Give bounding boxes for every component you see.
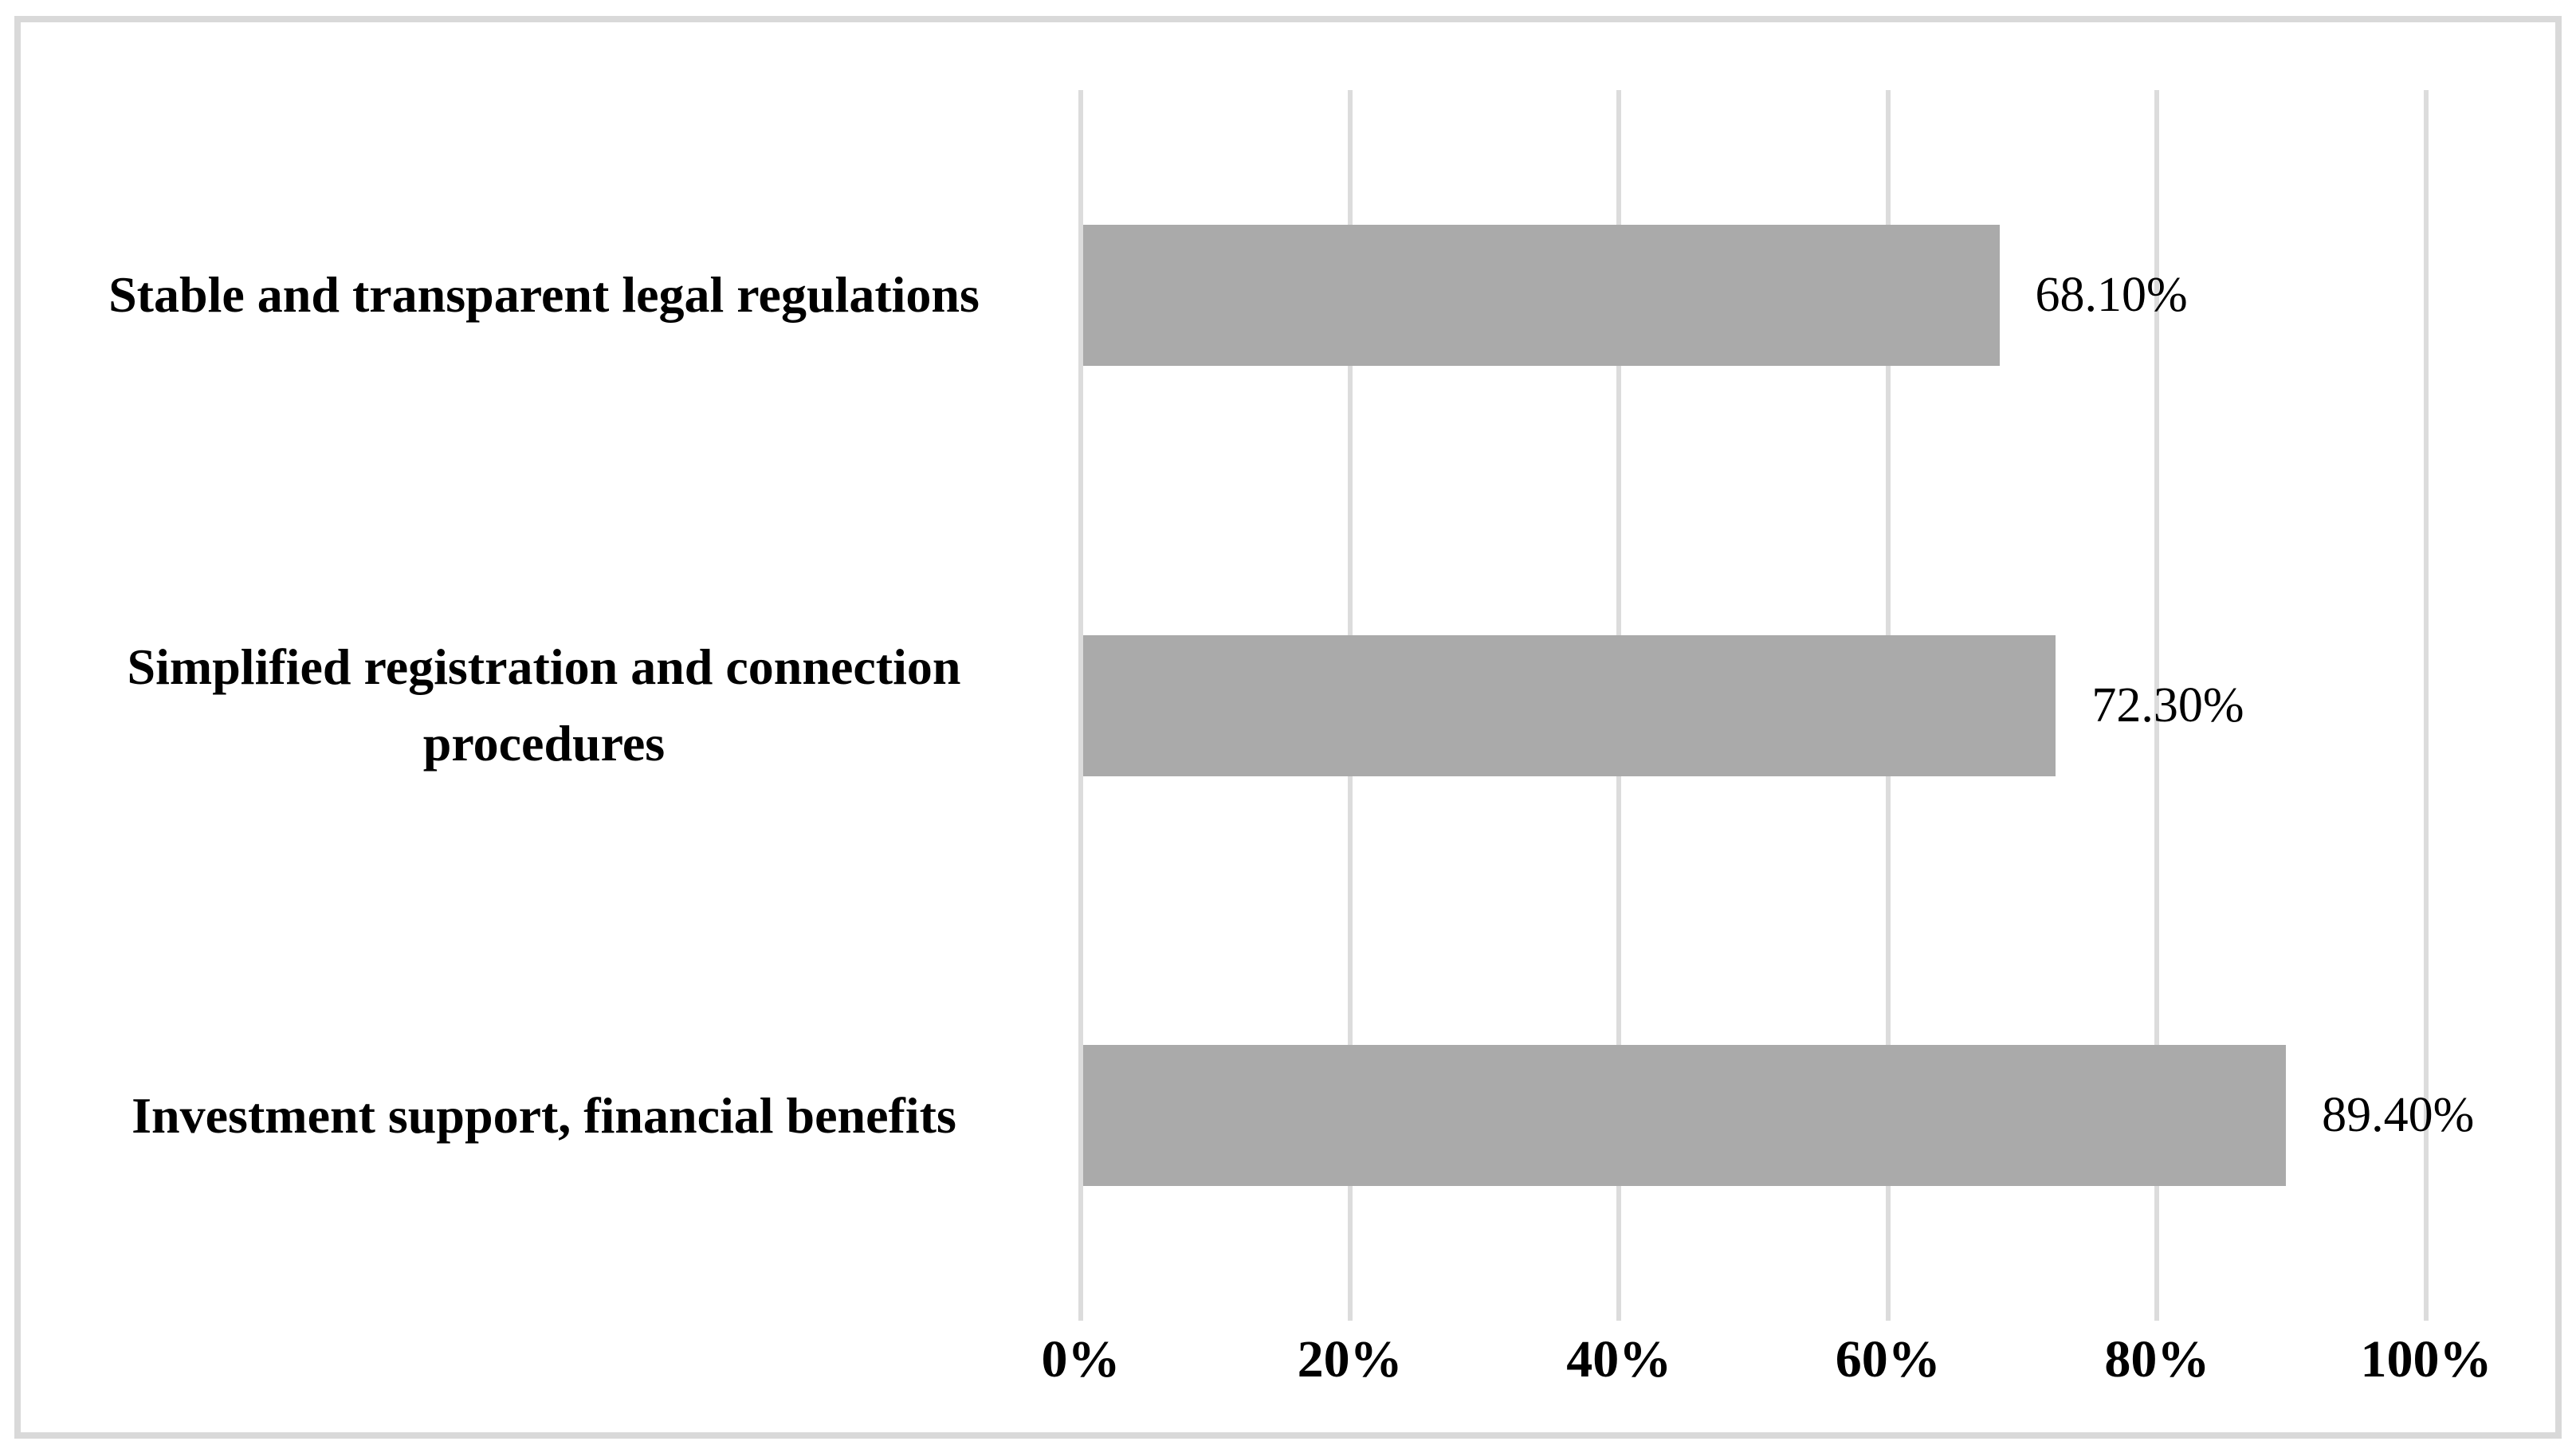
bar — [1083, 224, 2000, 366]
bar-value-label: 89.40% — [2322, 1088, 2475, 1143]
gridline-100% — [2424, 90, 2429, 1321]
x-axis-tick-label: 20% — [1297, 1330, 1403, 1388]
x-axis-tick-label: 80% — [2104, 1330, 2210, 1388]
category-label: Stable and transparent legal regulations — [108, 266, 980, 324]
bar — [1083, 1045, 2287, 1187]
category-label: Simplified registration and connection p… — [127, 638, 961, 772]
x-axis-tick-label: 0% — [1041, 1330, 1121, 1388]
category-label: Investment support, financial benefits — [132, 1086, 956, 1144]
bar-value-label: 68.10% — [2035, 267, 2188, 322]
x-axis-tick-label: 100% — [2360, 1330, 2492, 1388]
gridline-0% — [1078, 90, 1083, 1321]
x-axis-tick-label: 40% — [1566, 1330, 1672, 1388]
bar — [1083, 634, 2056, 776]
bar-value-label: 72.30% — [2091, 677, 2244, 732]
gridline-80% — [2154, 90, 2160, 1321]
x-axis-tick-label: 60% — [1835, 1330, 1941, 1388]
